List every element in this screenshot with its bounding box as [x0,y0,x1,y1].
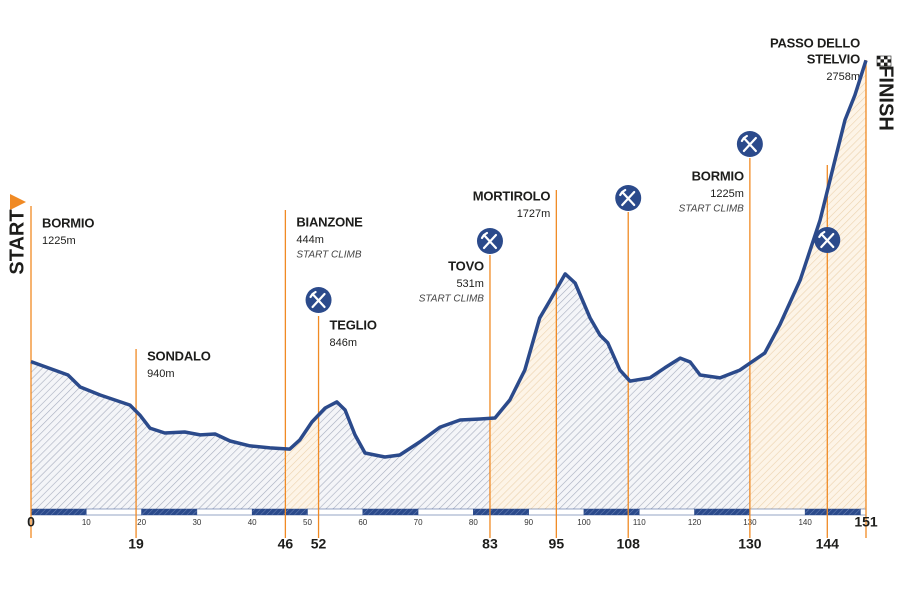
x-tick-label: 100 [577,518,591,527]
x-tick-label: 20 [137,518,146,527]
x-tick-label: 40 [248,518,257,527]
distance-bar-segment [749,508,806,516]
feed-zone-icon [814,227,841,253]
finish-flag [876,55,892,67]
waypoint-km: 0 [27,514,35,530]
distance-bar-segment [583,508,640,516]
fork-knife [480,231,498,250]
feed-zone-icon [476,228,503,254]
x-tick-label: 50 [303,518,312,527]
waypoint-km: 95 [549,536,565,552]
climb-area [749,60,866,512]
x-tick-label: 110 [633,518,646,527]
waypoint-elevation: 846m [330,337,358,349]
x-tick-label: 70 [414,518,423,527]
waypoint-km: 108 [617,536,641,552]
climb-area [285,415,319,512]
distance-bar-segment [141,508,198,516]
waypoint-name: PASSO DELLO [770,35,860,50]
profile-area [31,60,866,513]
fork-knife [309,290,326,309]
waypoint-km: 19 [128,536,144,552]
x-tick-label: 90 [524,518,533,527]
distance-bar-segment [473,508,529,516]
distance-bar-segment [251,508,308,516]
distance-bar-segment [86,508,142,516]
waypoint-name: SONDALO [147,348,211,363]
x-tick-label: 140 [798,518,812,527]
finish-label: FINISH [875,65,897,131]
fork-knife [619,188,636,207]
waypoint-km: 151 [854,514,878,530]
feed-zone-icon [736,131,763,157]
distance-bar-segment [694,508,751,516]
distance-bar-segment [30,508,87,516]
waypoint-note: START CLIMB [296,250,362,261]
waypoint-note: START CLIMB [419,294,485,305]
x-tick-label: 60 [358,518,367,527]
waypoint-name: TOVO [448,258,484,273]
waypoint-elevation: 940m [147,368,175,380]
waypoint-elevation: 1225m [710,188,744,200]
start-marker [10,194,26,210]
x-tick-label: 120 [688,518,702,527]
fork-knife [740,134,757,153]
x-tick-label: 80 [469,518,478,527]
waypoint-name: BORMIO [42,215,94,230]
waypoint-elevation: 2758m [826,71,860,83]
profile-line [30,59,868,459]
start-label: START [6,209,28,274]
climb-area [489,289,557,512]
waypoint-km: 83 [482,536,498,552]
waypoint-note: START CLIMB [679,204,745,215]
waypoint-elevation: 1225m [42,235,76,247]
waypoint-name: BIANZONE [296,214,363,229]
profile [30,60,867,516]
distance-bar-segment [196,508,253,516]
waypoint-name: BORMIO [692,168,744,183]
distance-bar-segment [804,508,861,516]
waypoint-elevation: 444m [296,234,324,246]
waypoint-km: 130 [738,536,762,552]
x-tick-label: 10 [82,518,91,527]
distance-bar-segment [639,508,695,516]
distance-bar-segment [362,508,419,516]
waypoint-name: TEGLIO [330,317,377,332]
distance-bar-segment [417,508,474,516]
feed-zone-icon [615,185,642,211]
waypoint-elevation: 531m [456,278,484,290]
waypoint-elevation: 1727m [517,208,551,220]
waypoint-name: MORTIROLO [473,188,551,203]
feed-zone-icon [305,287,332,313]
fork-knife [818,230,835,249]
waypoint-km: 144 [816,536,840,552]
waypoint-km: 46 [278,536,294,552]
x-tick-label: 30 [192,518,201,527]
distance-bar-segment [307,508,364,516]
waypoint-name: STELVIO [807,51,860,66]
waypoint-km: 52 [311,536,327,552]
